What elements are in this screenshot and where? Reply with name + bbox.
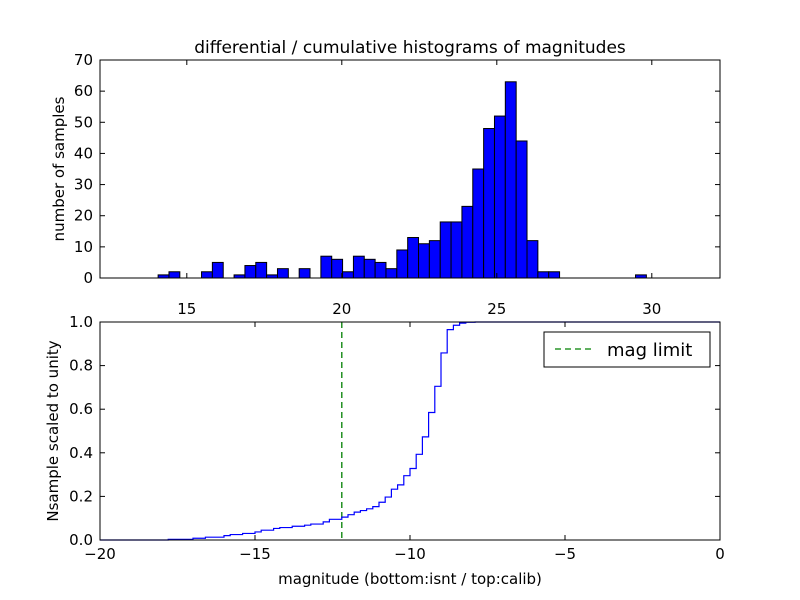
histogram-bar bbox=[537, 271, 550, 279]
legend-mag-limit-label: mag limit bbox=[607, 340, 692, 361]
histogram-bar bbox=[493, 115, 506, 279]
cumulative-step-line bbox=[100, 321, 720, 541]
histogram-bar bbox=[374, 261, 387, 279]
legend-box bbox=[543, 331, 711, 368]
y-tick-label: 1.0 bbox=[69, 313, 93, 331]
x-tick-label: −10 bbox=[394, 545, 426, 563]
histogram-bar bbox=[244, 265, 257, 279]
histogram-bar bbox=[472, 168, 485, 279]
bottom-y-axis-label: Nsample scaled to unity bbox=[44, 340, 62, 521]
y-tick-label: 10 bbox=[74, 238, 93, 256]
histogram-bar bbox=[450, 221, 463, 279]
histogram-bar bbox=[396, 249, 409, 279]
x-tick-label: 0 bbox=[715, 545, 725, 563]
x-tick-label: 30 bbox=[642, 300, 661, 318]
top-plot-frame bbox=[99, 59, 721, 279]
top-histogram-panel: 0 10 20 30 40 50 60 70 15 20 25 30 number of sample… bbox=[50, 51, 721, 318]
x-tick-label: −15 bbox=[239, 545, 271, 563]
y-tick-label: 0.6 bbox=[69, 400, 93, 418]
histogram-bar bbox=[504, 81, 517, 279]
x-tick-label: 25 bbox=[487, 300, 506, 318]
histogram-bar bbox=[526, 240, 539, 279]
histogram-bar bbox=[439, 221, 452, 279]
y-tick-label: 20 bbox=[74, 207, 93, 225]
bottom-cumulative-panel: 0.0 0.2 0.4 0.6 0.8 1.0 −20 −15 −10 −5 0 Nsample s… bbox=[44, 313, 725, 588]
y-tick-label: 40 bbox=[74, 144, 93, 162]
y-tick-label: 60 bbox=[74, 82, 93, 100]
histogram-bar bbox=[298, 268, 311, 279]
y-tick-label: 0.0 bbox=[69, 531, 93, 549]
y-tick-label: 50 bbox=[74, 113, 93, 131]
top-axis-ticks: 0 10 20 30 40 50 60 70 15 20 25 30 bbox=[74, 51, 720, 318]
y-tick-label: 0 bbox=[83, 269, 93, 287]
histogram-bar bbox=[363, 258, 376, 279]
bottom-axis-ticks: 0.0 0.2 0.4 0.6 0.8 1.0 −20 −15 −10 −5 0 bbox=[69, 313, 725, 563]
histogram-bar bbox=[201, 271, 213, 279]
histogram-bar bbox=[211, 261, 224, 279]
histogram-bar bbox=[168, 271, 181, 279]
histogram-bar bbox=[461, 205, 474, 279]
histogram-bar bbox=[407, 237, 420, 279]
x-tick-label: −5 bbox=[554, 545, 576, 563]
y-tick-label: 30 bbox=[74, 176, 93, 194]
histogram-bar bbox=[418, 243, 430, 279]
histogram-bar bbox=[428, 240, 441, 279]
histogram-bar bbox=[342, 271, 354, 279]
histogram-bars bbox=[157, 81, 647, 279]
histogram-bar bbox=[255, 261, 268, 279]
figure-title: differential / cumulative histograms of … bbox=[194, 38, 626, 58]
histogram-bar bbox=[320, 255, 333, 279]
x-tick-label: 20 bbox=[332, 300, 351, 318]
histogram-bar bbox=[548, 271, 561, 279]
y-tick-label: 0.4 bbox=[69, 444, 93, 462]
legend: mag limit bbox=[543, 331, 711, 368]
y-tick-label: 0.2 bbox=[69, 487, 93, 505]
y-tick-label: 70 bbox=[74, 51, 93, 69]
histogram-bar bbox=[385, 268, 398, 279]
histogram-bar bbox=[483, 128, 495, 279]
histogram-bar bbox=[331, 258, 344, 279]
x-tick-label: −20 bbox=[84, 545, 116, 563]
x-tick-label: 15 bbox=[177, 300, 196, 318]
y-tick-label: 0.8 bbox=[69, 357, 93, 375]
histogram-bar bbox=[515, 140, 528, 279]
histogram-bar bbox=[352, 255, 365, 279]
bottom-x-axis-label: magnitude (bottom:isnt / top:calib) bbox=[278, 570, 542, 588]
histogram-bar bbox=[276, 268, 289, 279]
bottom-plot-frame bbox=[99, 321, 721, 541]
top-y-axis-label: number of samples bbox=[50, 96, 68, 241]
